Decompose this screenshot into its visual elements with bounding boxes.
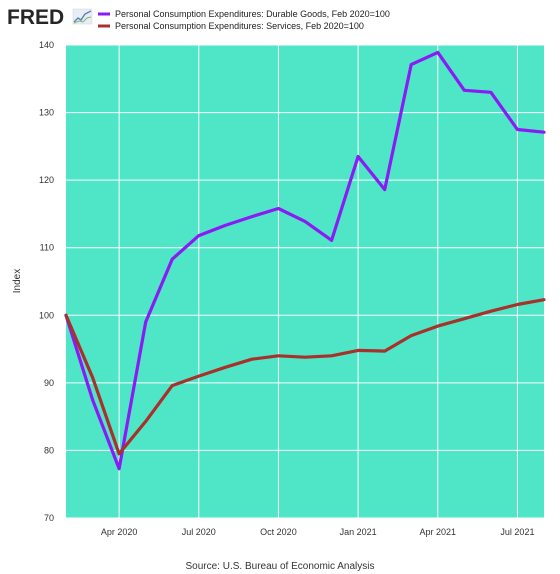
legend-item-durable[interactable]: Personal Consumption Expenditures: Durab… [98,9,390,19]
x-tick-label: Oct 2020 [260,527,297,537]
x-tick-label: Jul 2021 [500,527,534,537]
y-tick-label: 120 [39,175,54,185]
y-axis-ticks: 70 80 90 100 110 120 130 140 [39,40,54,523]
legend-item-services[interactable]: Personal Consumption Expenditures: Servi… [98,21,364,31]
fred-logo[interactable]: FRED [7,6,93,29]
y-tick-label: 140 [39,40,54,50]
grid-lines [66,44,544,519]
legend: Personal Consumption Expenditures: Durab… [98,9,390,31]
y-tick-label: 70 [44,513,54,523]
y-tick-label: 80 [44,445,54,455]
x-tick-label: Apr 2020 [101,527,138,537]
fred-line-chart-icon [72,8,93,25]
y-tick-label: 110 [40,243,54,253]
series-lines [64,50,546,471]
legend-label-durable: Personal Consumption Expenditures: Durab… [115,9,390,19]
fred-logo-text: FRED [7,6,64,29]
y-tick-label: 90 [44,378,54,388]
plot-area [66,45,544,518]
legend-label-services: Personal Consumption Expenditures: Servi… [115,21,364,31]
series-line-services [64,298,546,456]
x-axis-ticks: Apr 2020 Jul 2020 Oct 2020 Jan 2021 Apr 2021… [101,527,535,537]
x-tick-label: Jul 2020 [182,527,216,537]
x-tick-label: Jan 2021 [340,527,377,537]
y-tick-label: 130 [39,108,54,118]
y-axis-title: Index [12,269,23,293]
series-line-durable-goods [64,50,546,471]
source-note: Source: U.S. Bureau of Economic Analysis [186,561,375,572]
y-tick-label: 100 [39,310,54,320]
x-tick-label: Apr 2021 [420,527,457,537]
